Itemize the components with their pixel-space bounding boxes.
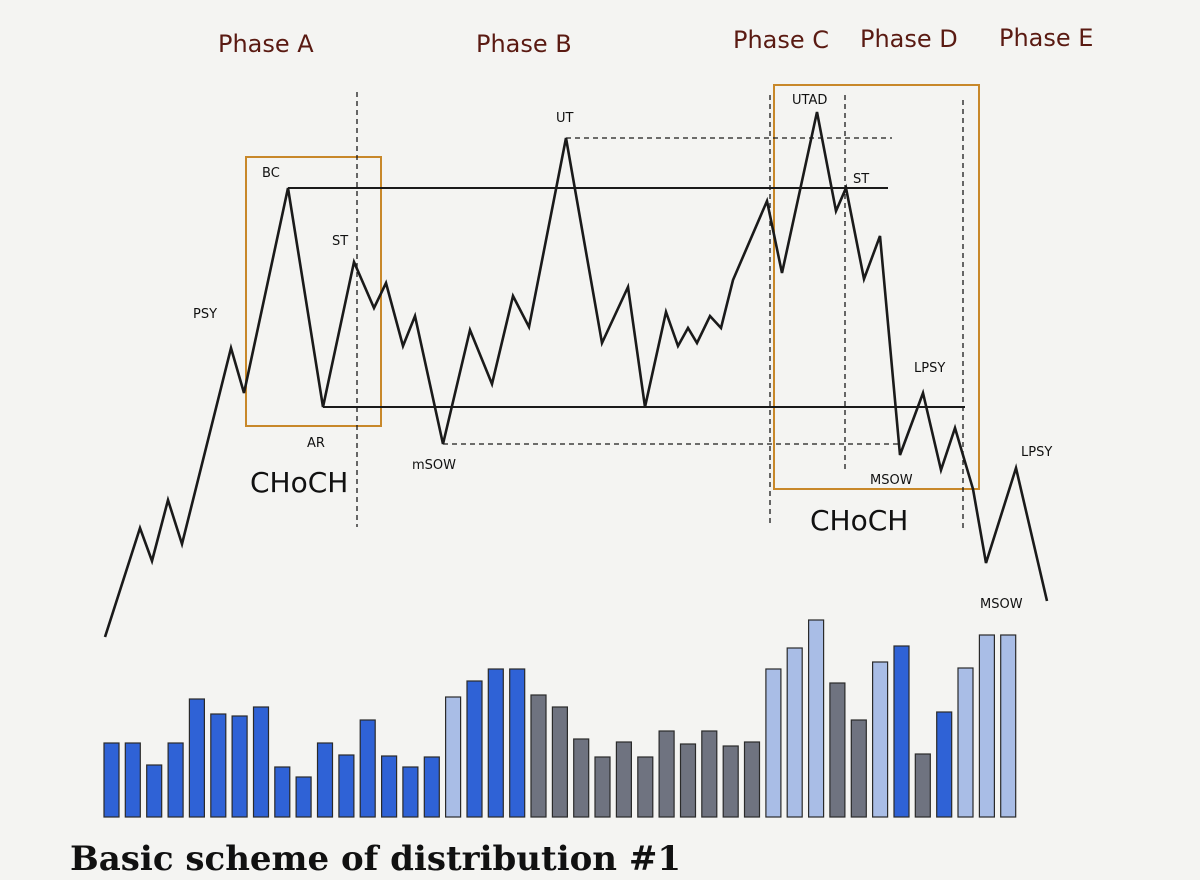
volume-bar bbox=[530, 694, 547, 818]
volume-bar bbox=[359, 719, 376, 818]
volume-bar bbox=[893, 645, 910, 818]
lpsy-e-label: LPSY bbox=[1021, 445, 1052, 460]
volume-bar bbox=[786, 647, 803, 818]
volume-bar bbox=[252, 706, 270, 818]
volume-bar bbox=[466, 680, 483, 818]
volume-bar bbox=[637, 756, 654, 818]
volume-bar bbox=[722, 745, 739, 818]
volume-bar bbox=[658, 730, 675, 818]
volume-bar bbox=[679, 743, 697, 818]
volume-bar bbox=[167, 742, 184, 818]
price-path bbox=[103, 111, 1049, 638]
volume-bar bbox=[445, 696, 462, 818]
volume-bar bbox=[381, 755, 398, 818]
phase-c-label: Phase C bbox=[733, 26, 829, 54]
volume-bar bbox=[957, 667, 974, 818]
volume-bar bbox=[103, 742, 120, 818]
volume-bar bbox=[594, 756, 611, 818]
msow-d-label: MSOW bbox=[870, 473, 913, 488]
volume-bar bbox=[423, 756, 440, 818]
volume-bar bbox=[829, 682, 846, 818]
volume-bar bbox=[807, 619, 825, 818]
volume-bar bbox=[188, 698, 205, 818]
choch-a-label: CHoCH bbox=[250, 466, 348, 499]
st-c-label: ST bbox=[853, 172, 869, 187]
phase-c-d-box bbox=[773, 84, 980, 490]
phase-d-label: Phase D bbox=[860, 25, 958, 53]
volume-bar bbox=[701, 730, 718, 818]
volume-bar bbox=[743, 741, 761, 818]
volume-bar bbox=[509, 668, 526, 818]
volume-bar bbox=[871, 661, 889, 818]
volume-bar bbox=[978, 634, 996, 818]
volume-bar bbox=[914, 753, 931, 818]
phase-b-label: Phase B bbox=[476, 30, 572, 58]
phase-e-label: Phase E bbox=[999, 24, 1093, 52]
volume-bars bbox=[103, 619, 1017, 818]
volume-bar bbox=[615, 741, 633, 818]
bc-label: BC bbox=[262, 166, 280, 181]
caption: Basic scheme of distribution #1 bbox=[70, 839, 681, 879]
ut-label: UT bbox=[556, 111, 574, 126]
ar-label: AR bbox=[307, 436, 325, 451]
volume-bar bbox=[573, 738, 590, 818]
volume-bar bbox=[765, 668, 782, 818]
volume-bar bbox=[936, 711, 953, 818]
volume-bar bbox=[850, 719, 867, 818]
phase-a-label: Phase A bbox=[218, 30, 314, 58]
volume-bar bbox=[146, 764, 163, 818]
volume-bar bbox=[1000, 634, 1017, 818]
st-a-label: ST bbox=[332, 234, 348, 249]
volume-bar bbox=[316, 742, 334, 818]
volume-bar bbox=[210, 713, 227, 818]
psy-label: PSY bbox=[193, 307, 217, 322]
msow-e-label: MSOW bbox=[980, 597, 1023, 612]
volume-bar bbox=[402, 766, 419, 818]
lpsy-d-label: LPSY bbox=[914, 361, 945, 376]
volume-bar bbox=[551, 706, 569, 818]
volume-bar bbox=[274, 766, 291, 818]
volume-bar bbox=[231, 715, 248, 818]
volume-bar bbox=[338, 754, 355, 818]
choch-c-label: CHoCH bbox=[810, 504, 908, 537]
volume-bar bbox=[487, 668, 504, 818]
volume-bar bbox=[124, 742, 141, 818]
volume-bar bbox=[295, 776, 312, 818]
msow-minor-label: mSOW bbox=[412, 458, 456, 473]
utad-label: UTAD bbox=[792, 93, 827, 108]
